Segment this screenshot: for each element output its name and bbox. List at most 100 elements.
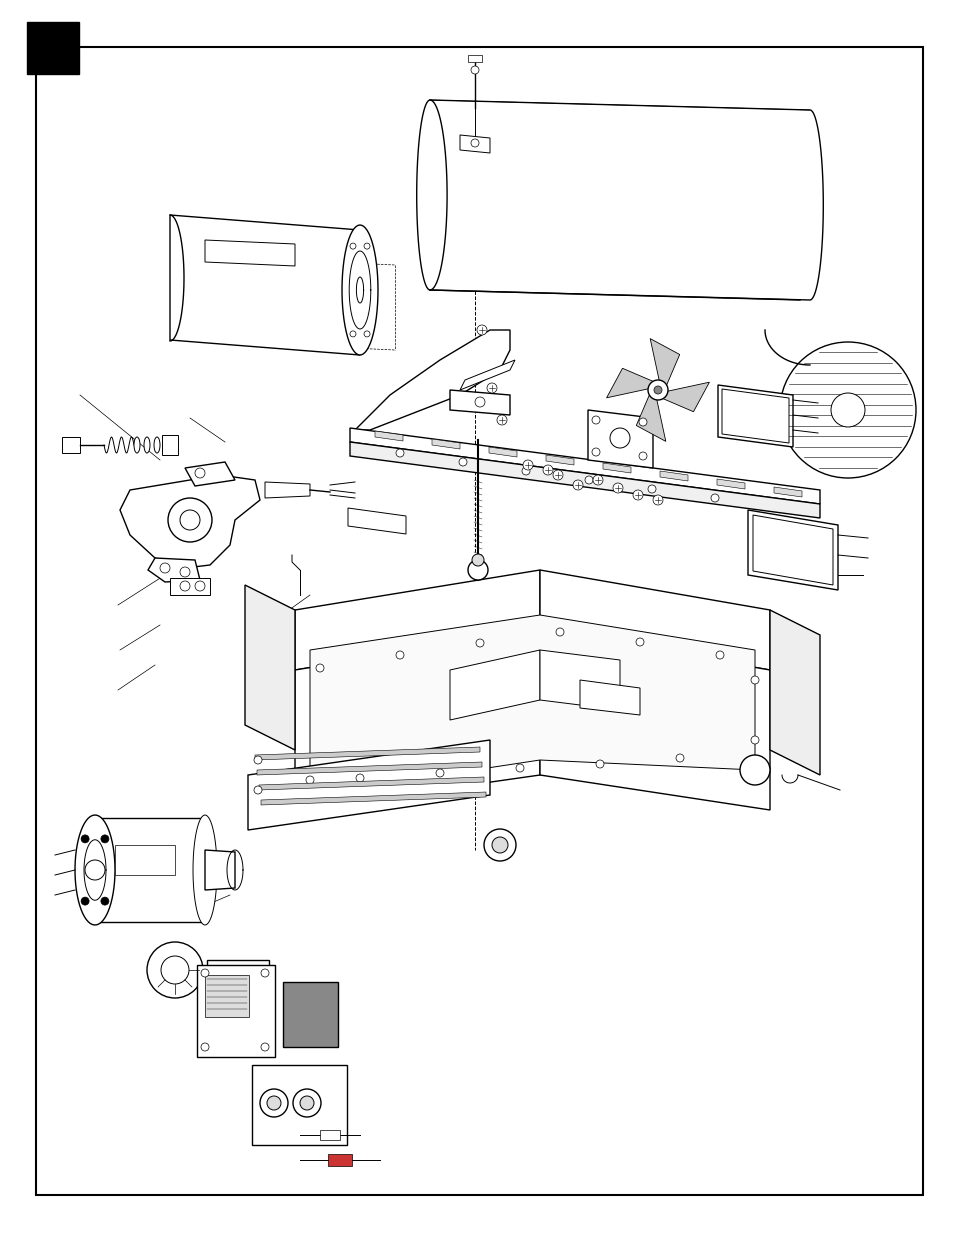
Circle shape <box>654 387 661 394</box>
Circle shape <box>260 1089 288 1116</box>
Polygon shape <box>148 558 200 582</box>
Polygon shape <box>185 462 234 487</box>
Polygon shape <box>205 974 249 1016</box>
Ellipse shape <box>153 437 160 453</box>
Polygon shape <box>539 571 769 671</box>
Circle shape <box>253 756 262 764</box>
Circle shape <box>85 860 105 881</box>
Circle shape <box>647 485 656 493</box>
Circle shape <box>355 774 364 782</box>
Circle shape <box>101 897 109 905</box>
Polygon shape <box>636 388 665 441</box>
Polygon shape <box>196 965 274 1057</box>
Polygon shape <box>717 479 744 489</box>
Polygon shape <box>656 382 709 411</box>
Polygon shape <box>606 368 659 398</box>
Polygon shape <box>459 359 515 390</box>
Circle shape <box>483 829 516 861</box>
Polygon shape <box>319 1130 339 1140</box>
Circle shape <box>293 1089 320 1116</box>
Polygon shape <box>283 982 337 1047</box>
Polygon shape <box>248 740 490 830</box>
Polygon shape <box>62 437 80 453</box>
Circle shape <box>542 466 553 475</box>
Circle shape <box>476 638 483 647</box>
Circle shape <box>101 835 109 842</box>
Polygon shape <box>450 390 510 415</box>
Circle shape <box>253 785 262 794</box>
Circle shape <box>364 331 370 337</box>
Circle shape <box>676 755 683 762</box>
Polygon shape <box>752 515 832 585</box>
Circle shape <box>609 429 629 448</box>
Polygon shape <box>579 680 639 715</box>
Polygon shape <box>659 471 687 480</box>
Polygon shape <box>468 56 481 62</box>
Circle shape <box>168 498 212 542</box>
Polygon shape <box>432 438 459 450</box>
Polygon shape <box>265 482 310 498</box>
Polygon shape <box>539 630 769 810</box>
Polygon shape <box>489 447 517 457</box>
Polygon shape <box>355 330 510 430</box>
Circle shape <box>299 1095 314 1110</box>
Circle shape <box>750 736 759 743</box>
Circle shape <box>471 65 478 74</box>
Circle shape <box>596 760 603 768</box>
Circle shape <box>516 764 523 772</box>
Circle shape <box>553 471 562 480</box>
Circle shape <box>652 495 662 505</box>
Circle shape <box>830 393 864 427</box>
Circle shape <box>468 559 488 580</box>
Circle shape <box>497 415 506 425</box>
Circle shape <box>350 243 355 249</box>
Polygon shape <box>310 615 754 795</box>
Ellipse shape <box>144 437 150 453</box>
Circle shape <box>521 467 530 475</box>
Circle shape <box>306 776 314 784</box>
Circle shape <box>522 459 533 471</box>
Polygon shape <box>342 225 377 354</box>
Circle shape <box>180 510 200 530</box>
Polygon shape <box>539 650 619 710</box>
Polygon shape <box>256 762 481 776</box>
Polygon shape <box>170 215 359 354</box>
Polygon shape <box>721 389 788 443</box>
Polygon shape <box>205 850 234 890</box>
Circle shape <box>180 567 190 577</box>
Polygon shape <box>545 454 574 466</box>
Polygon shape <box>294 571 539 671</box>
Circle shape <box>633 490 642 500</box>
Polygon shape <box>95 818 205 923</box>
Circle shape <box>471 140 478 147</box>
Circle shape <box>750 676 759 684</box>
Circle shape <box>180 580 190 592</box>
Circle shape <box>160 563 170 573</box>
Polygon shape <box>350 442 820 517</box>
Polygon shape <box>602 463 630 473</box>
Polygon shape <box>773 487 801 496</box>
Circle shape <box>261 969 269 977</box>
Polygon shape <box>650 338 679 391</box>
Polygon shape <box>207 960 269 1052</box>
Polygon shape <box>718 385 792 447</box>
Polygon shape <box>350 429 820 504</box>
Circle shape <box>780 342 915 478</box>
Ellipse shape <box>133 437 140 453</box>
Circle shape <box>81 835 89 842</box>
Circle shape <box>294 781 325 810</box>
Bar <box>27 22 79 74</box>
Circle shape <box>573 480 582 490</box>
Circle shape <box>613 483 622 493</box>
Polygon shape <box>450 650 539 720</box>
Polygon shape <box>328 1153 352 1166</box>
Polygon shape <box>245 585 294 750</box>
Polygon shape <box>75 815 115 925</box>
Circle shape <box>475 396 484 408</box>
Polygon shape <box>459 135 490 153</box>
Circle shape <box>201 1044 209 1051</box>
Circle shape <box>81 897 89 905</box>
Circle shape <box>556 629 563 636</box>
Circle shape <box>740 755 769 785</box>
Circle shape <box>584 475 593 484</box>
